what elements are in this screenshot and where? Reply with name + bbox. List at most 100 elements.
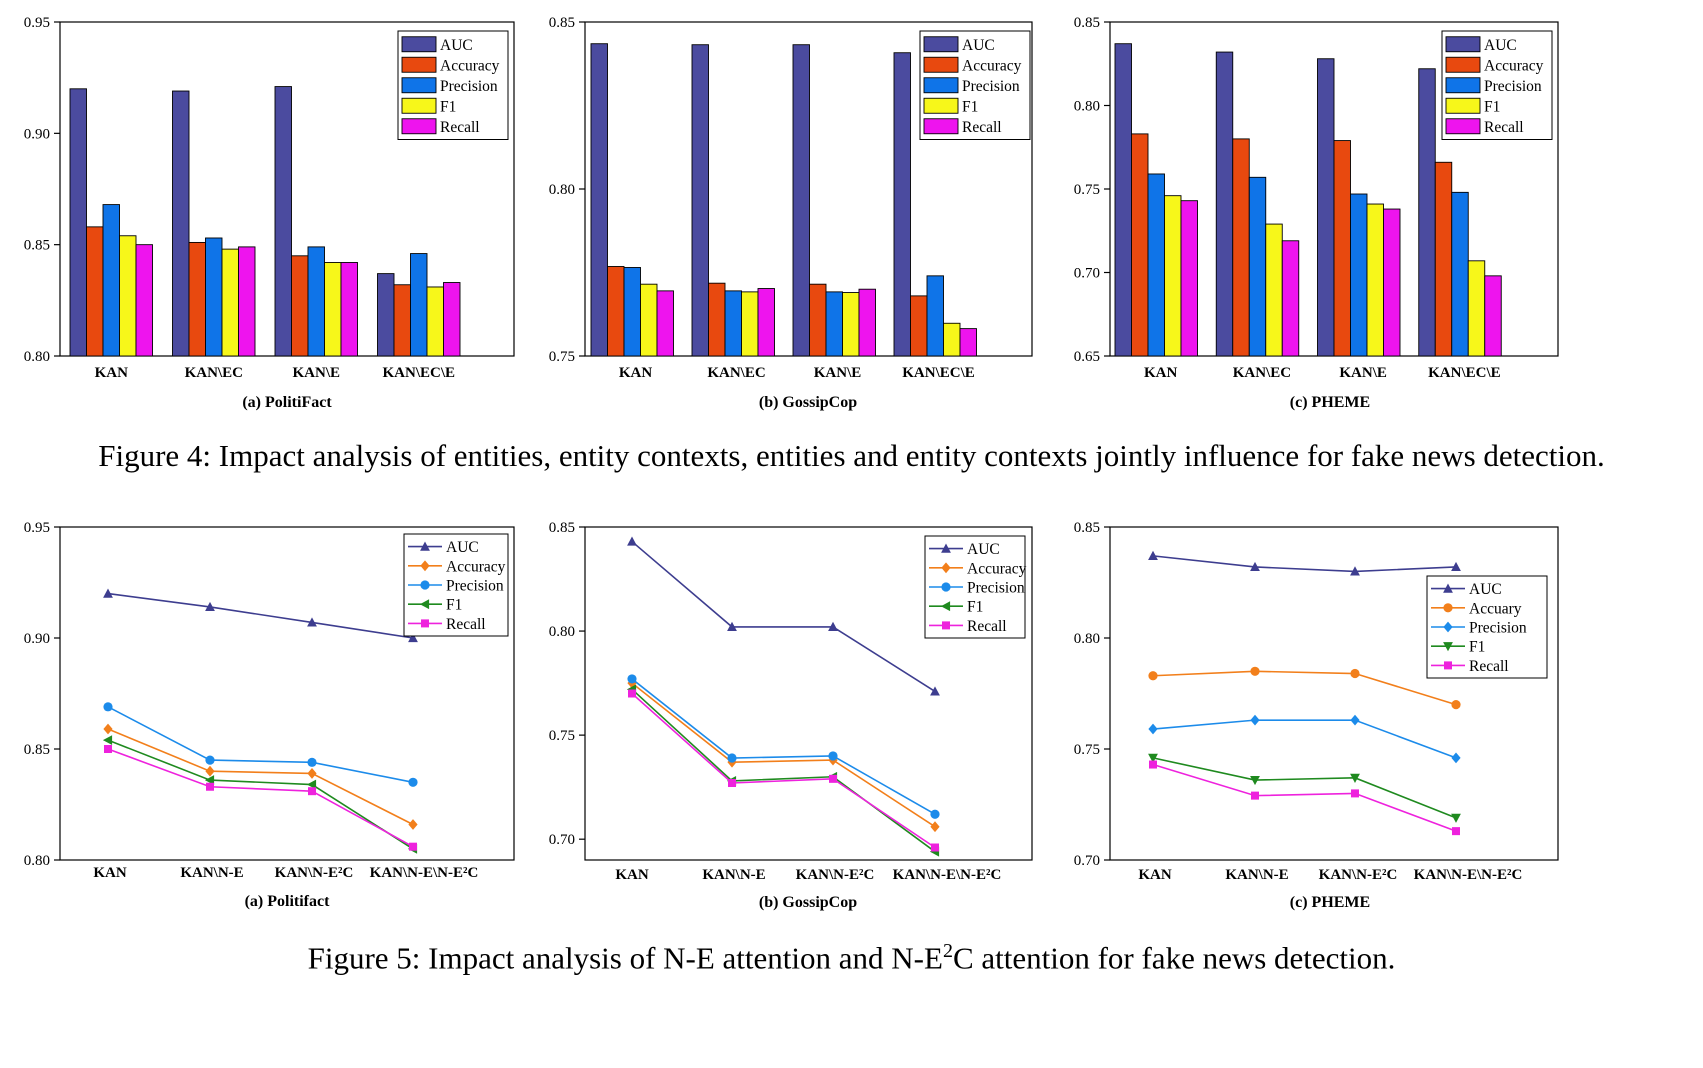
subfigure-caption: (c) PHEME	[1290, 894, 1370, 911]
legend-swatch	[401, 56, 437, 73]
point-recall	[1351, 789, 1359, 798]
bar-precision	[410, 253, 428, 357]
bar-auc	[590, 43, 608, 357]
point-accuary	[1250, 666, 1260, 676]
y-tick-label: 0.80	[549, 182, 575, 198]
y-tick-label: 0.95	[24, 15, 50, 31]
point-recall	[1149, 760, 1157, 769]
series-f1	[1148, 753, 1461, 823]
x-tick-label: KAN\E	[814, 365, 862, 381]
legend-swatch	[923, 77, 959, 94]
bar-precision	[307, 246, 325, 357]
point-recall	[628, 689, 636, 698]
y-tick-label: 0.80	[549, 624, 575, 640]
bar-recall	[1180, 200, 1198, 357]
point-auc	[103, 588, 113, 598]
y-tick-label: 0.90	[24, 126, 50, 142]
x-tick-label: KAN\N-E	[180, 865, 243, 881]
point-accuracy	[307, 768, 317, 779]
y-tick-label: 0.85	[24, 238, 50, 254]
legend: AUC Accuracy Precision F1 Recall	[397, 30, 509, 140]
y-tick-label: 0.75	[1074, 182, 1100, 198]
figure-5-caption-superscript: 2	[942, 940, 953, 962]
point-f1	[306, 779, 317, 790]
legend-label: Accuracy	[440, 57, 500, 74]
legend-label: Recall	[446, 616, 486, 633]
legend-swatch	[1445, 77, 1481, 94]
x-tick-label: KAN\N-E²C	[1319, 867, 1398, 883]
bar-recall	[757, 288, 775, 357]
legend-swatch	[401, 36, 437, 53]
x-tick-label: KAN\EC\E	[1428, 365, 1501, 381]
legend: AUC Accuracy Precision F1 Recall	[1441, 30, 1553, 140]
legend-label: F1	[962, 98, 978, 115]
legend-marker	[941, 562, 951, 574]
series-precision	[627, 674, 940, 819]
x-tick-label: KAN	[619, 365, 653, 381]
bar-auc	[1418, 68, 1436, 357]
point-precision	[1451, 752, 1461, 764]
point-auc	[727, 621, 737, 631]
legend-swatch	[401, 77, 437, 94]
y-tick-label: 0.80	[1074, 99, 1100, 115]
legend-label: F1	[440, 98, 456, 115]
legend-swatch	[1445, 118, 1481, 135]
point-auc	[828, 621, 838, 631]
bar-accuracy	[809, 283, 827, 357]
legend-label: Accuracy	[967, 560, 1027, 577]
legend-label: Accuary	[1469, 600, 1522, 617]
y-tick-label: 0.95	[24, 520, 50, 536]
series-accuracy	[103, 723, 418, 830]
y-tick-label: 0.65	[1074, 349, 1100, 365]
bar-auc	[1215, 51, 1234, 357]
chart-svg: 0.70 0.75 0.80 0.85 KAN KAN\N-E KAN\N-E²C KAN\N…	[549, 520, 1033, 911]
series-line-accuracy	[631, 682, 936, 828]
bar-precision	[724, 290, 742, 357]
legend-label: Recall	[967, 618, 1007, 635]
point-precision	[408, 777, 418, 787]
series-line-recall	[1152, 763, 1457, 832]
legend-marker	[420, 560, 430, 572]
x-tick-label: KAN\N-E	[702, 867, 765, 883]
figure-4-caption: Figure 4: Impact analysis of entities, e…	[0, 438, 1703, 474]
bar-f1	[943, 322, 961, 357]
chart-svg: 0.65 0.70 0.75 0.80 0.85 KAN KAN\EC KAN\E KAN\EC…	[1074, 15, 1559, 411]
bar-precision	[1147, 173, 1165, 357]
bar-recall	[135, 244, 153, 357]
legend-swatch	[401, 118, 437, 135]
y-tick-label: 0.75	[549, 728, 575, 744]
bar-recall	[238, 246, 256, 357]
x-tick-label: KAN\EC	[185, 365, 243, 381]
y-tick-label: 0.85	[24, 742, 50, 758]
bar-accuracy	[86, 226, 104, 357]
legend-label: F1	[446, 597, 462, 614]
series-recall	[1149, 760, 1460, 836]
legend-swatch	[923, 97, 959, 114]
legend-swatch	[1445, 97, 1481, 114]
legend: AUC Accuary Precision F1 Recall	[1426, 575, 1548, 679]
bar-recall	[1484, 275, 1502, 357]
point-accuary	[1350, 668, 1360, 679]
series-line-recall	[107, 748, 414, 848]
legend-swatch	[923, 36, 959, 53]
chart-svg: 0.70 0.75 0.80 0.85 KAN KAN\N-E KAN\N-E²C KAN\N…	[1074, 520, 1559, 911]
point-recall	[728, 778, 736, 787]
legend-marker	[941, 543, 951, 553]
series-line-recall	[631, 692, 936, 849]
point-recall	[308, 787, 316, 796]
x-tick-label: KAN\N-E\N-E²C	[893, 867, 1002, 883]
figure-5-caption-prefix: Figure 5: Impact analysis of N-E attenti…	[307, 940, 943, 976]
line-chart-politifact: 0.80 0.85 0.90 0.95 KAN KAN\N-E KAN\N-E²C KAN\N…	[0, 510, 540, 930]
point-precision	[828, 751, 838, 761]
series-line-auc	[107, 592, 414, 639]
plot-frame	[59, 526, 515, 861]
bar-auc	[377, 273, 395, 357]
point-f1	[102, 735, 113, 746]
bar-precision	[1248, 176, 1267, 357]
x-tick-label: KAN\N-E\N-E²C	[370, 865, 479, 881]
legend-label: AUC	[446, 539, 479, 556]
series-f1	[102, 735, 418, 854]
legend-label: AUC	[962, 37, 995, 54]
legend-label: AUC	[1484, 37, 1517, 54]
figure-5-caption-suffix: C attention for fake news detection.	[952, 940, 1396, 976]
